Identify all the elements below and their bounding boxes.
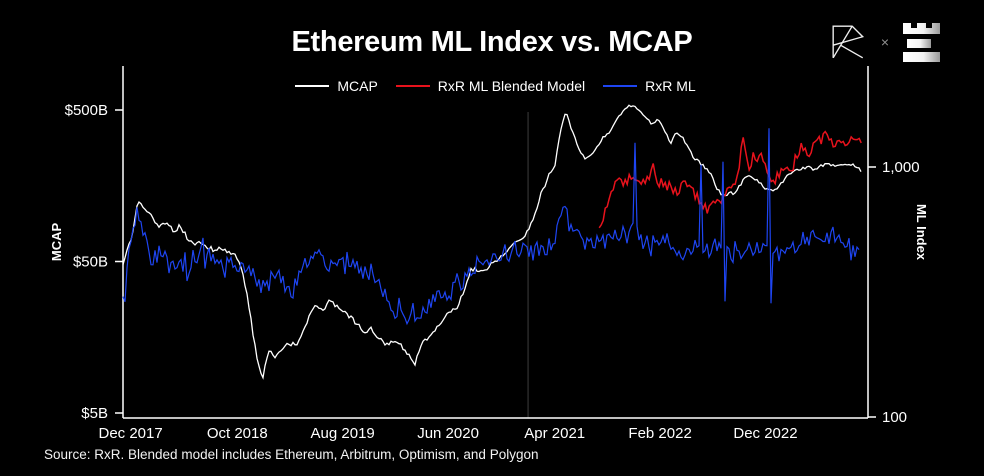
source-note: Source: RxR. Blended model includes Ethe… bbox=[44, 447, 539, 462]
x-tick-label: Dec 2017 bbox=[99, 425, 163, 442]
brand-logos: × bbox=[830, 22, 942, 62]
series-line-mcap bbox=[122, 104, 862, 380]
brand-separator: × bbox=[880, 34, 889, 50]
legend-swatch-blended-model bbox=[395, 84, 430, 88]
x-tick-label: Feb 2022 bbox=[628, 425, 691, 442]
series-group bbox=[122, 104, 862, 380]
y-left-tick-label: $500B bbox=[65, 102, 108, 119]
y-left-axis-title: MCAP bbox=[49, 223, 64, 262]
y-left-tick-label: $5B bbox=[81, 405, 108, 422]
axes bbox=[115, 66, 876, 419]
x-tick-label: Apr 2021 bbox=[524, 425, 585, 442]
legend-item-mcap: MCAP bbox=[295, 78, 378, 94]
legend-label-blended-model: RxR ML Blended Model bbox=[437, 78, 586, 94]
legend: MCAP RxR ML Blended Model RxR ML bbox=[123, 78, 868, 94]
legend-swatch-mcap bbox=[295, 84, 330, 88]
legend-label-rxr-ml: RxR ML bbox=[645, 78, 696, 94]
legend-swatch-rxr-ml bbox=[603, 84, 638, 88]
legend-label-mcap: MCAP bbox=[337, 78, 378, 94]
y-right-axis-title: ML Index bbox=[914, 204, 929, 261]
x-tick-label: Dec 2022 bbox=[733, 425, 797, 442]
x-tick-label: Aug 2019 bbox=[311, 425, 375, 442]
y-right-tick-label: 100 bbox=[882, 409, 907, 426]
rxr-logo-icon bbox=[832, 25, 864, 59]
x-tick-label: Oct 2018 bbox=[207, 425, 268, 442]
series-line-rxr-ml bbox=[122, 128, 860, 326]
y-right-tick-label: 1,000 bbox=[882, 159, 920, 176]
x-tick-label: Jun 2020 bbox=[417, 425, 479, 442]
legend-item-blended-model: RxR ML Blended Model bbox=[395, 78, 586, 94]
series-line-rxr-ml-blended-model bbox=[598, 130, 862, 229]
chart-title: Ethereum ML Index vs. MCAP bbox=[291, 26, 693, 58]
legend-item-rxr-ml: RxR ML bbox=[603, 78, 696, 94]
y-left-tick-label: $50B bbox=[73, 254, 108, 271]
bars-logo-icon bbox=[903, 23, 940, 62]
